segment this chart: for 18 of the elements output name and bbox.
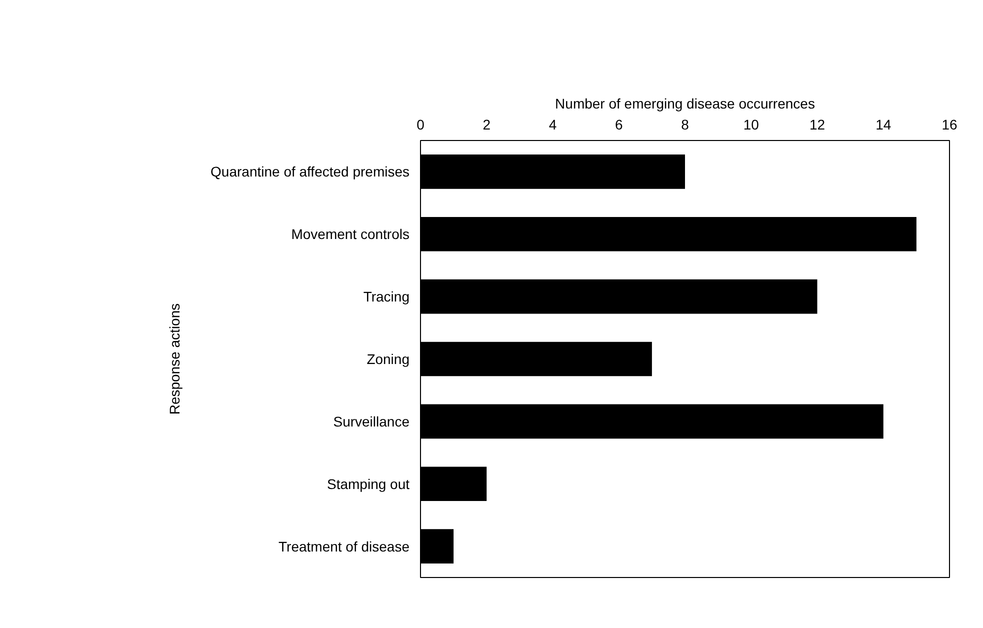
- y-tick-label: Treatment of disease: [278, 538, 410, 554]
- x-tick-label: 8: [681, 116, 690, 132]
- x-tick-label: 12: [809, 116, 826, 132]
- y-tick-label: Stamping out: [327, 476, 410, 492]
- x-tick-label: 2: [482, 116, 491, 132]
- y-tick-label: Surveillance: [333, 413, 410, 430]
- y-tick-label: Movement controls: [291, 226, 410, 242]
- x-tick-label: 6: [614, 116, 623, 132]
- x-tick-label: 10: [743, 116, 760, 132]
- x-tick-label: 16: [942, 116, 958, 132]
- x-tick-label: 14: [876, 116, 892, 132]
- x-axis-title: Number of emerging disease occurrences: [555, 96, 815, 112]
- y-tick-label: Quarantine of affected premises: [210, 164, 410, 180]
- y-tick-label: Zoning: [366, 351, 410, 367]
- x-tick-label: 0: [416, 116, 425, 132]
- y-axis-title: Response actions: [166, 303, 183, 415]
- x-tick-label: 4: [548, 116, 557, 132]
- y-tick-label: Tracing: [363, 288, 410, 305]
